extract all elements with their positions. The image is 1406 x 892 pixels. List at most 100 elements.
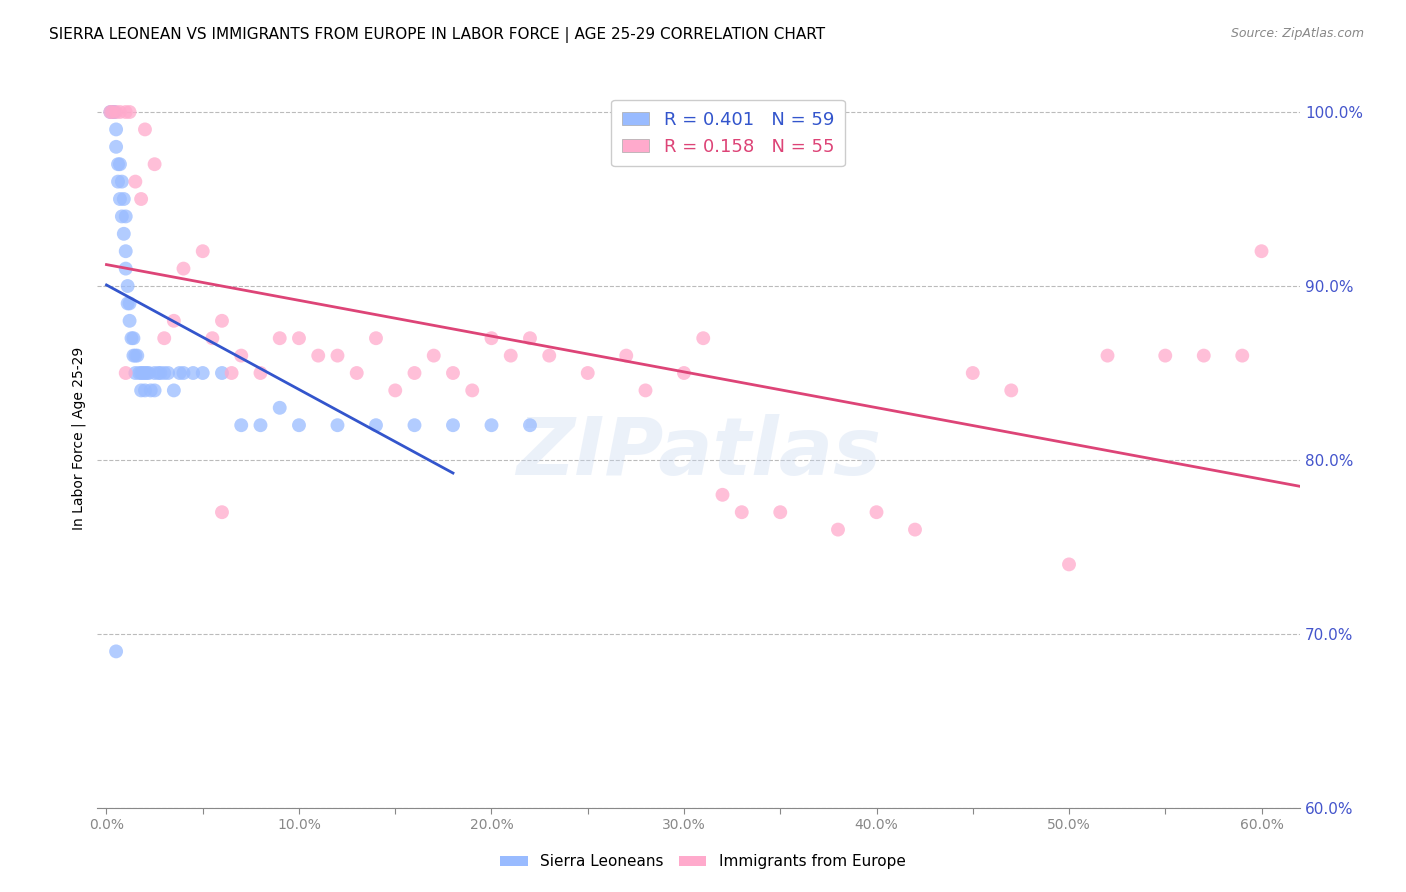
Point	[191, 244, 214, 259]
Point	[221, 366, 243, 380]
Point	[404, 366, 426, 380]
Point	[128, 366, 150, 380]
Point	[731, 505, 754, 519]
Point	[108, 157, 131, 171]
Point	[634, 384, 657, 398]
Point	[201, 331, 224, 345]
Point	[163, 384, 186, 398]
Point	[118, 296, 141, 310]
Point	[172, 261, 194, 276]
Point	[422, 349, 444, 363]
Point	[672, 366, 695, 380]
Point	[519, 418, 541, 433]
Point	[172, 366, 194, 380]
Point	[103, 105, 125, 120]
Point	[129, 192, 152, 206]
Point	[1232, 349, 1254, 363]
Point	[711, 488, 734, 502]
Point	[143, 157, 166, 171]
Point	[157, 366, 180, 380]
Point	[114, 210, 136, 224]
Point	[269, 401, 291, 415]
Point	[105, 105, 128, 120]
Point	[865, 505, 887, 519]
Point	[127, 349, 149, 363]
Point	[148, 366, 170, 380]
Point	[364, 418, 387, 433]
Point	[153, 366, 176, 380]
Point	[614, 349, 637, 363]
Point	[326, 418, 349, 433]
Point	[108, 105, 131, 120]
Point	[118, 105, 141, 120]
Point	[108, 192, 131, 206]
Point	[404, 418, 426, 433]
Point	[129, 384, 152, 398]
Point	[101, 105, 124, 120]
Point	[904, 523, 927, 537]
Point	[124, 366, 146, 380]
Point	[124, 349, 146, 363]
Point	[307, 349, 329, 363]
Point	[101, 105, 124, 120]
Point	[191, 366, 214, 380]
Point	[111, 210, 134, 224]
Point	[962, 366, 984, 380]
Point	[384, 384, 406, 398]
Point	[1154, 349, 1177, 363]
Point	[769, 505, 792, 519]
Point	[107, 157, 129, 171]
Point	[143, 366, 166, 380]
Y-axis label: In Labor Force | Age 25-29: In Labor Force | Age 25-29	[72, 347, 86, 530]
Point	[211, 314, 233, 328]
Point	[519, 331, 541, 345]
Legend: Sierra Leoneans, Immigrants from Europe: Sierra Leoneans, Immigrants from Europe	[495, 848, 911, 875]
Point	[118, 314, 141, 328]
Point	[1250, 244, 1272, 259]
Point	[326, 349, 349, 363]
Point	[143, 384, 166, 398]
Point	[122, 331, 145, 345]
Point	[499, 349, 522, 363]
Text: SIERRA LEONEAN VS IMMIGRANTS FROM EUROPE IN LABOR FORCE | AGE 25-29 CORRELATION : SIERRA LEONEAN VS IMMIGRANTS FROM EUROPE…	[49, 27, 825, 43]
Point	[538, 349, 561, 363]
Point	[231, 349, 253, 363]
Point	[124, 175, 146, 189]
Point	[111, 175, 134, 189]
Point	[112, 192, 135, 206]
Point	[249, 418, 271, 433]
Point	[114, 261, 136, 276]
Point	[122, 349, 145, 363]
Point	[1192, 349, 1215, 363]
Point	[134, 122, 156, 136]
Point	[103, 105, 125, 120]
Point	[149, 366, 172, 380]
Point	[98, 105, 121, 120]
Point	[105, 644, 128, 658]
Legend: R = 0.401   N = 59, R = 0.158   N = 55: R = 0.401 N = 59, R = 0.158 N = 55	[612, 100, 845, 167]
Point	[105, 122, 128, 136]
Point	[181, 366, 204, 380]
Point	[129, 366, 152, 380]
Text: ZIPatlas: ZIPatlas	[516, 414, 882, 492]
Point	[481, 331, 503, 345]
Point	[481, 418, 503, 433]
Point	[163, 314, 186, 328]
Point	[827, 523, 849, 537]
Point	[288, 331, 311, 345]
Point	[576, 366, 599, 380]
Point	[346, 366, 368, 380]
Point	[138, 366, 160, 380]
Point	[132, 366, 155, 380]
Point	[211, 366, 233, 380]
Point	[269, 331, 291, 345]
Point	[105, 140, 128, 154]
Point	[231, 418, 253, 433]
Point	[1097, 349, 1119, 363]
Point	[364, 331, 387, 345]
Point	[114, 366, 136, 380]
Point	[169, 366, 191, 380]
Point	[461, 384, 484, 398]
Point	[112, 227, 135, 241]
Text: Source: ZipAtlas.com: Source: ZipAtlas.com	[1230, 27, 1364, 40]
